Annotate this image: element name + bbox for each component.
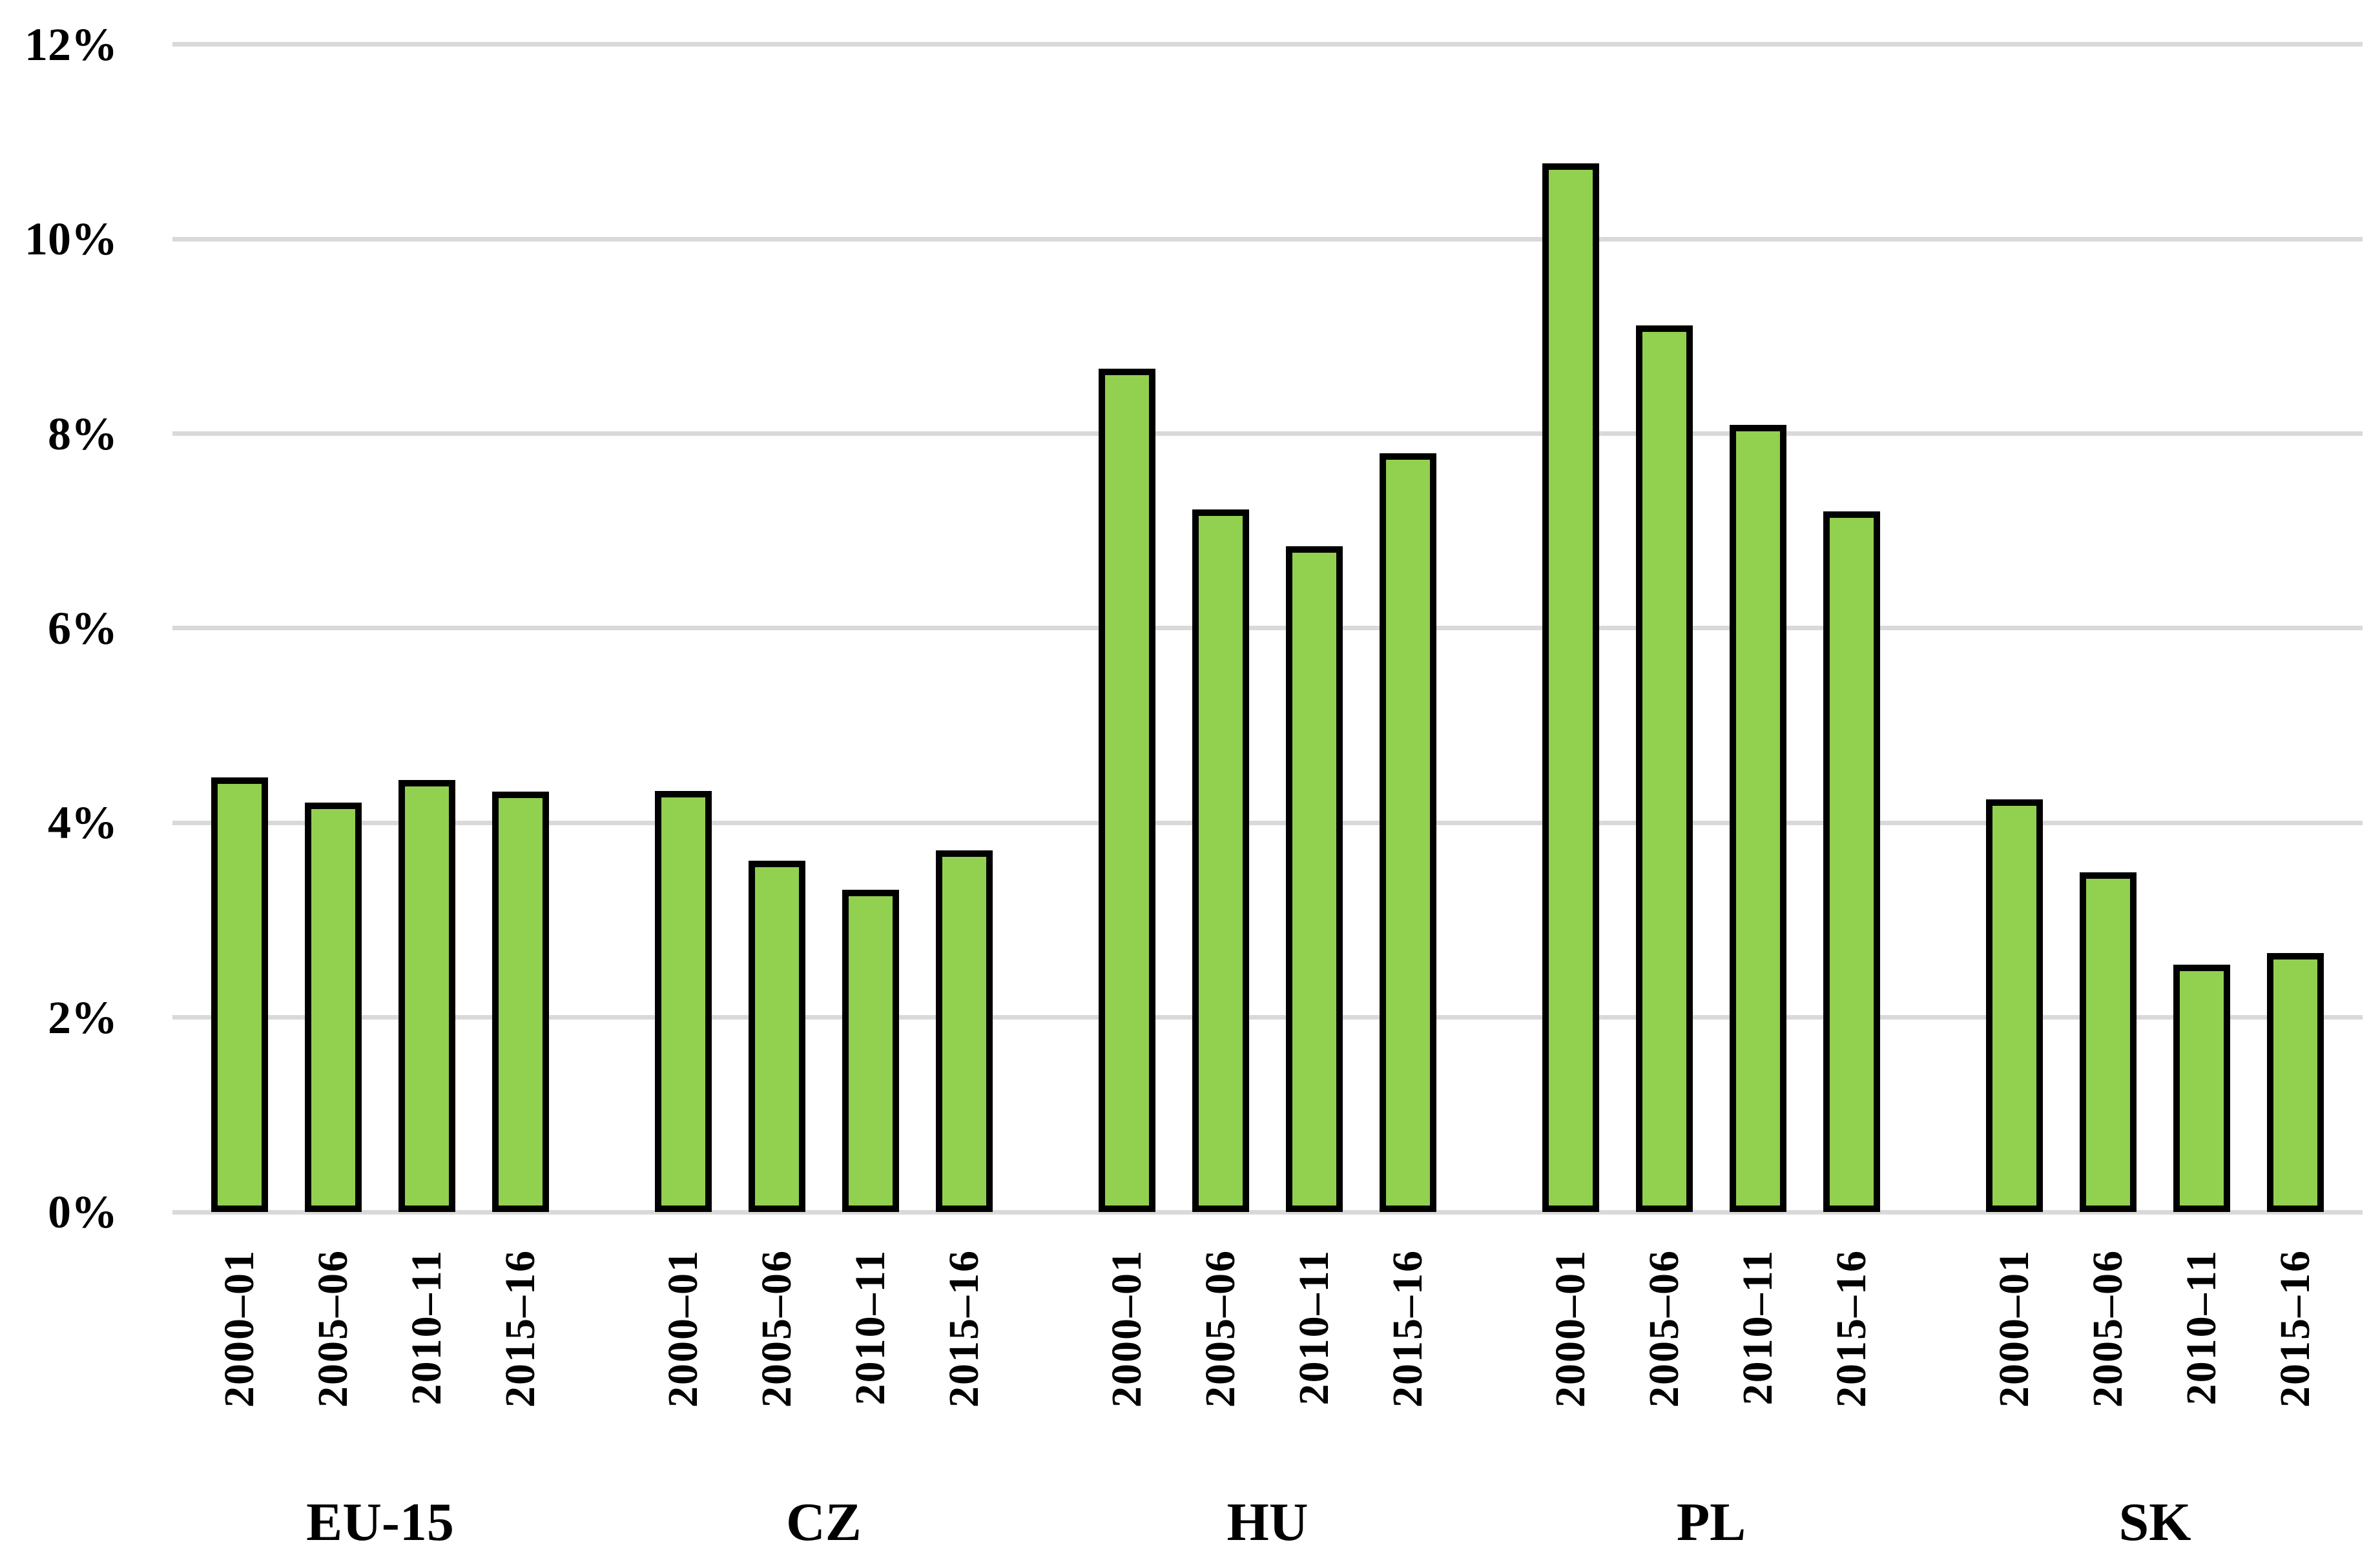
bar-hu-2010–11-6.84pct	[1286, 546, 1343, 1212]
bar-eu-15-2000–01-4.47pct	[211, 777, 268, 1212]
bar-slot-sk-2005–06: 2005–06	[2080, 872, 2137, 1408]
bar-pl-2000–01-10.78pct	[1542, 163, 1599, 1212]
y-axis-tick-label-6pct: 6%	[48, 602, 118, 654]
bar-slot-hu-2010–11: 2010–11	[1286, 546, 1343, 1405]
bar-cz-2005–06-3.61pct	[749, 861, 805, 1212]
x-axis-tick-label-sk-2: 2005–06	[2084, 1249, 2131, 1408]
group-cz: 2000–01 2005–06 2010–11 2015–16 CZ	[655, 791, 993, 1552]
gridline-6pct	[172, 626, 2363, 631]
x-axis-tick-label-eu-15-1: 2000–01	[216, 1249, 263, 1408]
bar-hu-2005–06-7.22pct	[1192, 509, 1249, 1212]
bar-slot-hu-2005–06: 2005–06	[1192, 509, 1249, 1408]
bar-slot-sk-2015–16: 2015–16	[2267, 953, 2324, 1408]
bar-slot-pl-2000–01: 2000–01	[1542, 163, 1599, 1408]
plot-area: 2000–01 2005–06 2010–11 2015–16 EU-15 2000–01…	[172, 0, 2363, 1552]
x-axis-tick-label-eu-15-4: 2015–16	[497, 1249, 544, 1408]
group-label-eu-15: EU-15	[306, 1492, 454, 1552]
x-axis-tick-label-hu-4: 2015–16	[1384, 1249, 1431, 1408]
x-axis-tick-label-sk-1: 2000–01	[1991, 1249, 2038, 1408]
bar-slot-eu-15-2000–01: 2000–01	[211, 777, 268, 1408]
bar-slot-hu-2015–16: 2015–16	[1380, 453, 1436, 1408]
y-axis-tick-label-2pct: 2%	[48, 991, 118, 1043]
bar-slot-eu-15-2010–11: 2010–11	[398, 780, 455, 1405]
group-hu: 2000–01 2005–06 2010–11 2015–16 HU	[1099, 369, 1436, 1552]
gridline-12pct	[172, 42, 2363, 47]
x-axis-tick-label-pl-1: 2000–01	[1547, 1249, 1594, 1408]
bar-slot-cz-2010–11: 2010–11	[842, 890, 899, 1405]
bar-hu-2015–16-7.8pct	[1380, 453, 1436, 1212]
x-axis-tick-label-sk-4: 2015–16	[2271, 1249, 2319, 1408]
gridline-8pct	[172, 431, 2363, 436]
bar-pl-2005–06-9.11pct	[1636, 325, 1693, 1212]
bar-slot-eu-15-2015–16: 2015–16	[492, 792, 549, 1408]
x-axis-tick-label-cz-2: 2005–06	[753, 1249, 800, 1408]
group-eu-15: 2000–01 2005–06 2010–11 2015–16 EU-15	[211, 777, 549, 1552]
y-axis-tick-label-8pct: 8%	[48, 407, 118, 460]
group-sk: 2000–01 2005–06 2010–11 2015–16 SK	[1986, 799, 2324, 1552]
bar-sk-2010–11-2.54pct	[2173, 965, 2230, 1212]
bar-slot-cz-2015–16: 2015–16	[936, 850, 993, 1408]
bar-slot-cz-2000–01: 2000–01	[655, 791, 712, 1408]
bar-eu-15-2010–11-4.44pct	[398, 780, 455, 1212]
y-axis-tick-label-12pct: 12%	[25, 18, 118, 70]
group-label-sk: SK	[2118, 1492, 2191, 1552]
bar-sk-2005–06-3.49pct	[2080, 872, 2137, 1212]
group-label-pl: PL	[1676, 1492, 1746, 1552]
bar-cz-2015–16-3.72pct	[936, 850, 993, 1212]
x-axis-tick-label-pl-2: 2005–06	[1640, 1249, 1688, 1408]
gridline-0pct	[172, 1209, 2363, 1215]
y-axis-tick-label-10pct: 10%	[25, 213, 118, 265]
x-axis-tick-label-hu-3: 2010–11	[1290, 1249, 1338, 1406]
bar-groups-row: 2000–01 2005–06 2010–11 2015–16 EU-15 2000–01…	[172, 0, 2363, 1552]
gridline-4pct	[172, 820, 2363, 825]
bar-slot-sk-2010–11: 2010–11	[2173, 965, 2230, 1405]
x-axis-tick-label-eu-15-3: 2010–11	[403, 1249, 450, 1406]
x-axis-tick-label-cz-3: 2010–11	[847, 1249, 894, 1406]
bar-eu-15-2005–06-4.21pct	[305, 803, 362, 1212]
bar-hu-2000–01-8.67pct	[1099, 369, 1155, 1212]
x-axis-tick-label-sk-3: 2010–11	[2178, 1249, 2225, 1406]
bar-cz-2000–01-4.33pct	[655, 791, 712, 1212]
bar-cz-2010–11-3.31pct	[842, 890, 899, 1212]
bar-pl-2015–16-7.2pct	[1823, 511, 1880, 1212]
bar-slot-sk-2000–01: 2000–01	[1986, 799, 2043, 1408]
group-label-hu: HU	[1226, 1492, 1309, 1552]
bar-eu-15-2015–16-4.32pct	[492, 792, 549, 1212]
bar-slot-cz-2005–06: 2005–06	[749, 861, 805, 1408]
bar-slot-eu-15-2005–06: 2005–06	[305, 803, 362, 1408]
x-axis-tick-label-hu-2: 2005–06	[1197, 1249, 1244, 1408]
x-axis-tick-label-pl-4: 2015–16	[1828, 1249, 1875, 1408]
group-pl: 2000–01 2005–06 2010–11 2015–16 PL	[1542, 163, 1880, 1552]
gridline-2pct	[172, 1015, 2363, 1020]
x-axis-tick-label-pl-3: 2010–11	[1734, 1249, 1781, 1406]
x-axis-tick-label-cz-1: 2000–01	[659, 1249, 707, 1408]
bar-sk-2000–01-4.24pct	[1986, 799, 2043, 1212]
y-axis-tick-label-0pct: 0%	[48, 1186, 118, 1238]
bar-sk-2015–16-2.66pct	[2267, 953, 2324, 1212]
x-axis-tick-label-hu-1: 2000–01	[1103, 1249, 1150, 1408]
group-label-cz: CZ	[786, 1492, 862, 1552]
x-axis-tick-label-cz-4: 2015–16	[940, 1249, 988, 1408]
bar-pl-2010–11-8.09pct	[1730, 425, 1786, 1212]
bar-slot-pl-2005–06: 2005–06	[1636, 325, 1693, 1408]
bar-slot-hu-2000–01: 2000–01	[1099, 369, 1155, 1408]
x-axis-tick-label-eu-15-2: 2005–06	[309, 1249, 357, 1408]
bar-slot-pl-2015–16: 2015–16	[1823, 511, 1880, 1408]
gridline-10pct	[172, 236, 2363, 241]
bar-slot-pl-2010–11: 2010–11	[1730, 425, 1786, 1405]
y-axis-tick-label-4pct: 4%	[48, 797, 118, 849]
